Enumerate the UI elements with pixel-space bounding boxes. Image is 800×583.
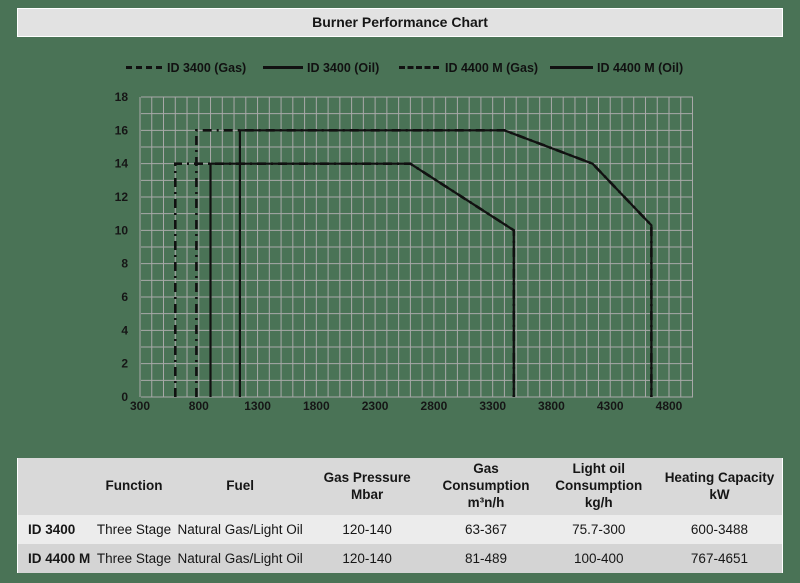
svg-text:18: 18: [115, 90, 129, 104]
svg-text:2: 2: [121, 357, 128, 371]
svg-text:1800: 1800: [303, 399, 330, 413]
svg-text:3800: 3800: [538, 399, 565, 413]
svg-text:3300: 3300: [479, 399, 506, 413]
svg-text:4300: 4300: [597, 399, 624, 413]
svg-text:300: 300: [130, 399, 150, 413]
svg-text:12: 12: [115, 190, 129, 204]
svg-text:6: 6: [121, 290, 128, 304]
svg-text:2800: 2800: [421, 399, 448, 413]
svg-text:0: 0: [121, 390, 128, 404]
svg-text:8: 8: [121, 257, 128, 271]
svg-text:16: 16: [115, 123, 129, 137]
svg-text:800: 800: [189, 399, 209, 413]
svg-text:1300: 1300: [244, 399, 271, 413]
svg-text:14: 14: [115, 157, 129, 171]
svg-text:4: 4: [121, 323, 128, 337]
svg-text:10: 10: [115, 223, 129, 237]
svg-text:4800: 4800: [656, 399, 683, 413]
svg-text:2300: 2300: [362, 399, 389, 413]
